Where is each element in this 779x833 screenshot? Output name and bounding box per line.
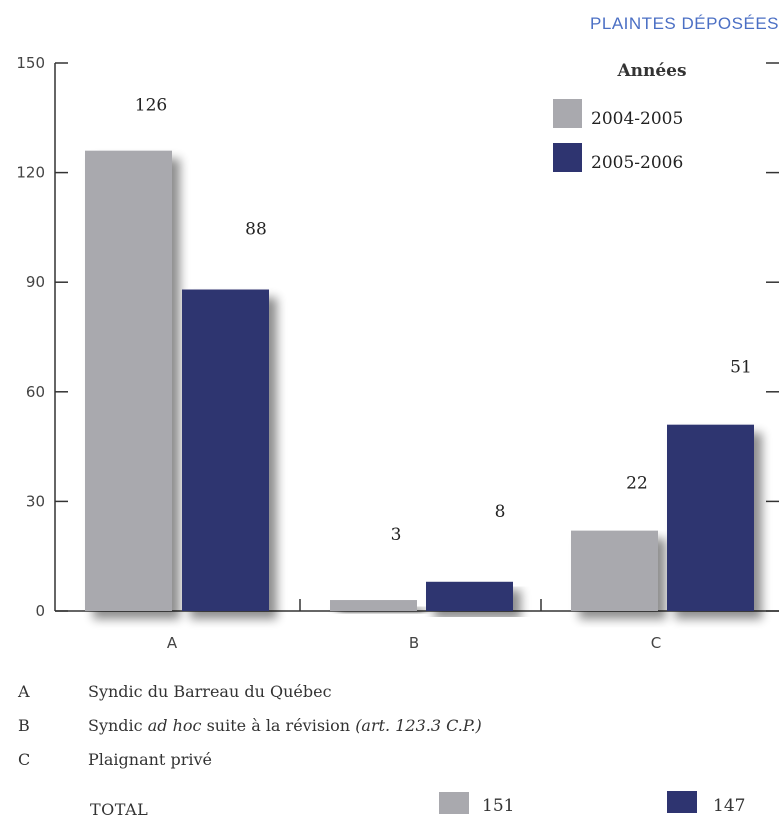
note-text: Syndic du Barreau du Québec: [88, 682, 332, 701]
y-tick-label: 30: [26, 492, 45, 510]
data-label: 51: [730, 358, 752, 378]
bar-2005-2006-C: [667, 424, 754, 611]
note-text-part: Syndic: [88, 716, 148, 735]
bar-2004-2005-A: [85, 150, 172, 611]
legend-swatch: [553, 99, 582, 128]
y-tick-label: 120: [16, 164, 45, 182]
bar-2005-2006-B: [426, 581, 513, 611]
chart-legend: Années 2004-2005 2005-2006: [553, 61, 687, 173]
data-label: 126: [135, 96, 167, 116]
note-text-italic: (art. 123.3 C.P.): [355, 716, 482, 735]
y-tick-label: 150: [16, 54, 45, 72]
data-label: 22: [626, 474, 648, 494]
note-text-part: suite à la révision: [201, 716, 356, 735]
total-label: TOTAL: [90, 800, 149, 819]
note-text: Syndic ad hoc suite à la révision (art. …: [88, 716, 482, 735]
x-category-label: C: [651, 634, 661, 652]
note-key: B: [18, 716, 30, 735]
bar-2004-2005-B: [330, 600, 417, 611]
data-label: 8: [495, 502, 506, 522]
legend-swatch: [553, 143, 582, 172]
bar-2004-2005-C: [571, 530, 658, 611]
total-value-2004-2005: 151: [482, 796, 515, 816]
note-key: C: [18, 750, 31, 769]
note-text-italic: ad hoc: [147, 716, 202, 735]
legend-label: 2004-2005: [591, 109, 683, 129]
y-tick-label: 60: [26, 383, 45, 401]
note-key: A: [18, 682, 30, 701]
data-label: 88: [245, 220, 267, 240]
x-category-label: B: [409, 634, 419, 652]
total-value-2005-2006: 147: [713, 796, 746, 816]
bar-2005-2006-A: [182, 289, 269, 611]
x-category-label: A: [167, 634, 178, 652]
total-swatch-2004-2005: [439, 792, 469, 814]
data-label: 3: [391, 525, 402, 545]
total-swatch-2005-2006: [667, 791, 697, 813]
chart-bars: [85, 150, 754, 611]
page-header-title: PLAINTES DÉPOSÉES: [590, 14, 779, 33]
legend-label: 2005-2006: [591, 153, 683, 173]
y-tick-label: 90: [26, 273, 45, 291]
legend-title: Années: [616, 61, 686, 81]
y-tick-label: 0: [35, 602, 45, 620]
note-text: Plaignant privé: [88, 750, 212, 769]
